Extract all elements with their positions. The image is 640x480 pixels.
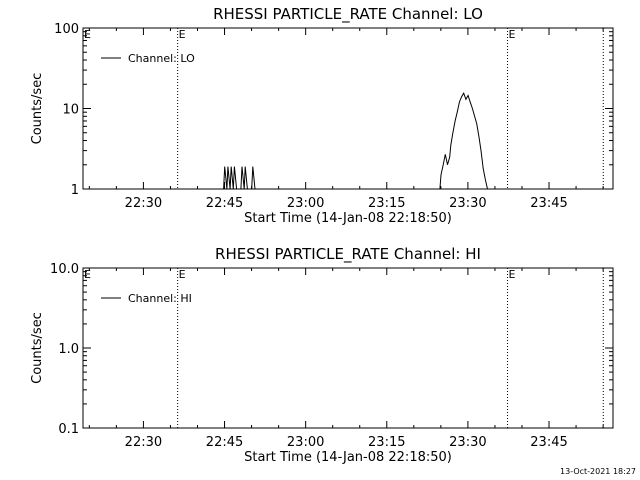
panel-2-event-label: E (509, 268, 516, 281)
panel-1-x-tick-label: 23:30 (449, 196, 486, 211)
panel-2-x-axis-label: Start Time (14-Jan-08 22:18:50) (244, 450, 452, 465)
panel-1-legend-label: Channel: LO (128, 52, 195, 65)
panel-1-y-tick-label: 1 (71, 183, 79, 198)
panel-2-x-tick-label: 23:30 (449, 435, 486, 450)
panel-1-x-tick-label: 23:45 (530, 196, 567, 211)
panel-2-x-tick-label: 23:15 (368, 435, 405, 450)
panel-1-event-label: E (509, 28, 516, 41)
panel-1-x-tick-label: 22:30 (125, 196, 162, 211)
footer-date: 13-Oct-2021 18:27 (560, 467, 636, 476)
panel-2-y-tick-label: 1.0 (58, 342, 79, 357)
panel-1-y-tick-label: 10 (62, 103, 79, 118)
panel-2-edge-label: E (84, 268, 91, 281)
panel-2-y-tick-label: 10.0 (50, 262, 79, 277)
panel-1-series-line (83, 92, 613, 190)
panel-1-edge-label: E (84, 28, 91, 41)
panel-2-y-axis-label: Counts/sec (30, 312, 45, 384)
panel-2-x-tick-label: 23:45 (530, 435, 567, 450)
panel-2-x-tick-label: 23:00 (287, 435, 324, 450)
panel-1-y-axis-label: Counts/sec (30, 73, 45, 145)
panel-1-x-tick-label: 22:45 (206, 196, 243, 211)
panel-2-y-tick-label: 0.1 (58, 422, 79, 437)
panel-1-y-tick-label: 100 (54, 22, 79, 37)
panel-1-x-tick-label: 23:15 (368, 196, 405, 211)
panel-1-event-label: E (179, 28, 186, 41)
panel-1-x-tick-label: 23:00 (287, 196, 324, 211)
panel-2-legend-label: Channel: HI (128, 292, 192, 305)
panel-2-title: RHESSI PARTICLE_RATE Channel: HI (215, 245, 481, 264)
panel-2-x-tick-label: 22:45 (206, 435, 243, 450)
panel-2-event-label: E (179, 268, 186, 281)
panel-1-x-axis-label: Start Time (14-Jan-08 22:18:50) (244, 211, 452, 226)
panel-1-title: RHESSI PARTICLE_RATE Channel: LO (213, 5, 483, 24)
panel-2-x-tick-label: 22:30 (125, 435, 162, 450)
